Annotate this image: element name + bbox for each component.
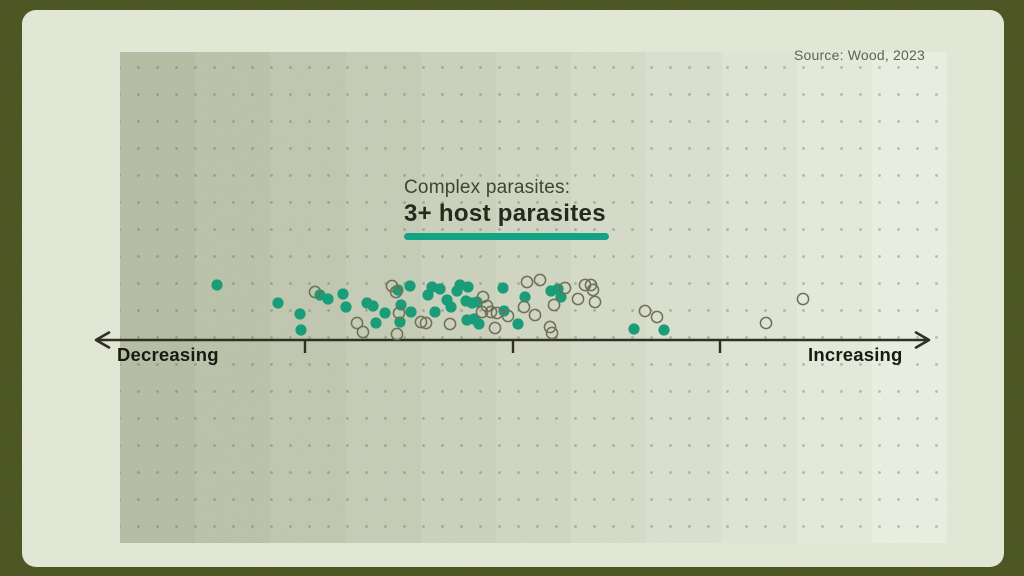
scatter-point-open (638, 304, 652, 318)
chart-annotation: Complex parasites: 3+ host parasites (404, 177, 609, 240)
scatter-point-filled (322, 293, 334, 305)
scatter-point-filled (473, 318, 485, 330)
scatter-point-open (588, 295, 602, 309)
source-note: Source: Wood, 2023 (794, 47, 925, 63)
axis-label-decreasing: Decreasing (117, 344, 219, 365)
scatter-point-open (517, 300, 531, 314)
axis-label-increasing: Increasing (808, 344, 903, 365)
scatter-point-filled (379, 307, 391, 319)
scatter-point-filled (405, 306, 417, 318)
scatter-point-filled (404, 280, 416, 292)
scatter-point-filled (295, 324, 307, 336)
annotation-underline (404, 233, 609, 240)
scatter-point-filled (462, 281, 474, 293)
scatter-point-open (547, 298, 561, 312)
scatter-point-filled (434, 283, 446, 295)
scatter-point-filled (395, 299, 407, 311)
scatter-point-open (443, 317, 457, 331)
scatter-point-filled (429, 306, 441, 318)
scatter-point-filled (370, 317, 382, 329)
scatter-point-filled (272, 297, 284, 309)
scatter-point-filled (512, 318, 524, 330)
scatter-point-open (571, 292, 585, 306)
scatter-point-filled (211, 279, 223, 291)
scatter-point-open (488, 321, 502, 335)
scatter-point-filled (367, 300, 379, 312)
scatter-point-filled (294, 308, 306, 320)
scatter-point-open (528, 308, 542, 322)
scatter-point-filled (628, 323, 640, 335)
scatter-point-filled (337, 288, 349, 300)
scatter-point-open (759, 316, 773, 330)
annotation-title: 3+ host parasites (404, 200, 606, 227)
scatter-point-open (650, 310, 664, 324)
scatter-point-filled (658, 324, 670, 336)
scatter-point-open (533, 273, 547, 287)
scatter-point-open (520, 275, 534, 289)
scatter-point-filled (340, 301, 352, 313)
scatter-point-open (390, 327, 404, 341)
scatter-point-filled (445, 301, 457, 313)
annotation-subtitle: Complex parasites: (404, 177, 571, 198)
scatter-point-open (796, 292, 810, 306)
scatter-point-open (356, 325, 370, 339)
scatter-point-filled (497, 282, 509, 294)
